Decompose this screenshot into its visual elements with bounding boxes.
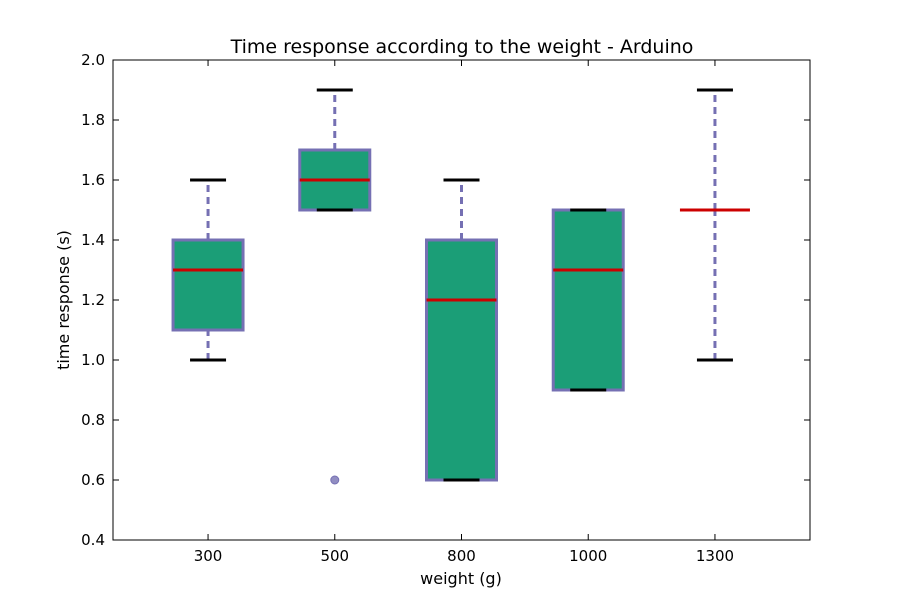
x-tick-label: 500 — [320, 547, 349, 565]
iqr-box — [171, 238, 245, 332]
box-800 — [425, 178, 498, 482]
x-tick-label: 300 — [194, 547, 223, 565]
y-tick-label: 0.6 — [81, 471, 105, 489]
x-tick-label: 1300 — [696, 547, 734, 565]
box-1300 — [679, 88, 750, 362]
outlier-point — [330, 475, 340, 485]
y-tick-label: 1.6 — [81, 171, 105, 189]
iqr-box — [551, 208, 625, 392]
x-tick-label: 800 — [447, 547, 476, 565]
y-tick-label: 1.0 — [81, 351, 105, 369]
box-1000 — [551, 208, 625, 392]
x-tick-label: 1000 — [569, 547, 607, 565]
chart-title: Time response according to the weight - … — [230, 36, 694, 58]
box-300 — [171, 178, 245, 362]
y-tick-label: 1.2 — [81, 291, 105, 309]
iqr-box — [425, 238, 498, 482]
y-tick-label: 1.4 — [81, 231, 105, 249]
boxes-group — [171, 88, 750, 485]
y-axis: 0.4 0.6 0.8 1.0 1.2 1.4 1.6 1.8 2.0 — [81, 51, 810, 549]
x-axis-label: weight (g) — [420, 569, 502, 588]
box-500 — [298, 88, 372, 485]
y-tick-label: 1.8 — [81, 111, 105, 129]
y-axis-label: time response (s) — [54, 230, 73, 370]
y-tick-label: 0.8 — [81, 411, 105, 429]
y-tick-label: 2.0 — [81, 51, 105, 69]
y-tick-label: 0.4 — [81, 531, 105, 549]
x-axis: 300 500 800 1000 1300 — [194, 60, 734, 565]
